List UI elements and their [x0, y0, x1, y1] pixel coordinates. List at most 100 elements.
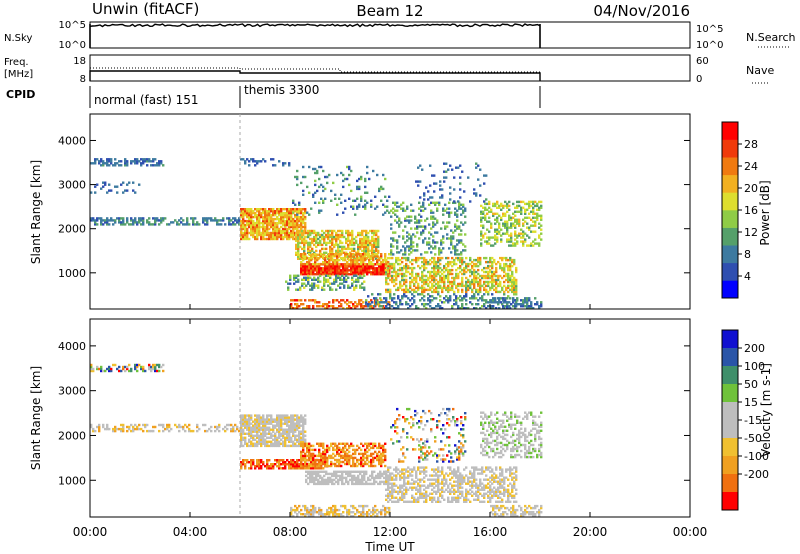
heatmap-cell [406, 205, 409, 208]
heatmap-cell [90, 217, 93, 220]
heatmap-cell [479, 168, 482, 171]
heatmap-cell [410, 235, 413, 238]
heatmap-cell [304, 414, 307, 417]
heatmap-cell [258, 422, 261, 425]
heatmap-cell [134, 365, 137, 369]
heatmap-cell [303, 237, 306, 241]
heatmap-cell [244, 436, 247, 439]
heatmap-cell [393, 268, 396, 272]
heatmap-cell [156, 219, 159, 222]
nave-label: Nave [746, 64, 774, 77]
heatmap-cell [362, 263, 365, 266]
heatmap-cell [516, 303, 519, 306]
heatmap-cell [462, 223, 465, 226]
heatmap-cell [370, 271, 373, 274]
heatmap-cell [431, 284, 434, 288]
heatmap-cell [320, 305, 323, 308]
heatmap-cell [311, 247, 314, 251]
heatmap-cell [491, 262, 494, 266]
heatmap-cell [317, 233, 320, 237]
heatmap-cell [326, 462, 329, 466]
heatmap-cell [299, 241, 302, 245]
heatmap-cell [341, 241, 344, 245]
heatmap-cell [337, 251, 340, 254]
heatmap-cell [272, 164, 275, 167]
heatmap-cell [272, 467, 275, 470]
heatmap-cell [106, 158, 109, 161]
heatmap-cell [481, 295, 484, 298]
heatmap-cell [372, 273, 375, 276]
heatmap-cell [302, 175, 305, 179]
heatmap-cell [493, 278, 496, 282]
heatmap-cell [325, 241, 328, 245]
heatmap-cell [510, 303, 513, 306]
heatmap-cell [494, 297, 497, 300]
heatmap-cell [280, 467, 283, 470]
heatmap-cell [370, 458, 373, 462]
heatmap-cell [216, 223, 219, 226]
heatmap-cell [102, 223, 105, 226]
heatmap-cell [341, 474, 344, 478]
heatmap-cell [256, 422, 259, 425]
heatmap-cell [274, 225, 277, 229]
heatmap-cell [507, 264, 510, 268]
heatmap-cell [310, 452, 313, 456]
heatmap-cell [516, 204, 519, 208]
heatmap-cell [242, 215, 245, 219]
heatmap-cell [375, 241, 378, 245]
heatmap-cell [318, 452, 321, 456]
heatmap-cell [270, 223, 273, 227]
heatmap-cell [507, 295, 510, 298]
heatmap-cell [378, 267, 381, 270]
heatmap-cell [150, 369, 153, 373]
heatmap-cell [366, 191, 369, 194]
heatmap-cell [378, 189, 381, 193]
heatmap-cell [344, 267, 347, 270]
heatmap-cell [373, 476, 376, 480]
heatmap-cell [448, 237, 451, 240]
heatmap-cell [309, 237, 312, 241]
heatmap-cell [108, 369, 111, 373]
heatmap-cell [361, 286, 364, 289]
heatmap-cell [453, 282, 456, 286]
heatmap-cell [186, 223, 189, 226]
heatmap-cell [346, 165, 349, 169]
heatmap-cell [510, 238, 513, 241]
heatmap-cell [336, 269, 339, 272]
heatmap-cell [312, 253, 315, 256]
heatmap-cell [345, 470, 348, 473]
heatmap-cell [100, 367, 103, 371]
heatmap-cell [182, 427, 185, 431]
heatmap-cell [286, 463, 289, 466]
heatmap-cell [534, 204, 537, 208]
heatmap-cell [298, 432, 301, 435]
heatmap-cell [359, 245, 362, 249]
heatmap-cell [254, 227, 257, 231]
heatmap-cell [471, 303, 474, 306]
heatmap-cell [302, 436, 305, 439]
heatmap-cell [362, 458, 365, 462]
heatmap-cell [290, 420, 293, 423]
heatmap-cell [349, 239, 352, 243]
heatmap-cell [508, 216, 511, 219]
heatmap-cell [332, 299, 335, 302]
heatmap-cell [350, 253, 353, 256]
heatmap-cell [320, 452, 323, 456]
heatmap-cell [418, 219, 421, 222]
heatmap-cell [346, 262, 349, 266]
heatmap-cell [134, 160, 137, 163]
heatmap-cell [317, 231, 320, 235]
heatmap-cell [299, 235, 302, 239]
heatmap-cell [365, 470, 368, 473]
heatmap-cell [284, 162, 287, 165]
heatmap-cell [242, 237, 245, 241]
heatmap-cell [512, 242, 515, 245]
heatmap-cell [280, 428, 283, 431]
heatmap-cell [503, 301, 506, 304]
heatmap-cell [405, 274, 408, 278]
heatmap-cell [292, 434, 295, 437]
heatmap-cell [485, 280, 488, 284]
heatmap-cell [274, 438, 277, 441]
heatmap-cell [270, 418, 273, 421]
heatmap-cell [439, 258, 442, 262]
